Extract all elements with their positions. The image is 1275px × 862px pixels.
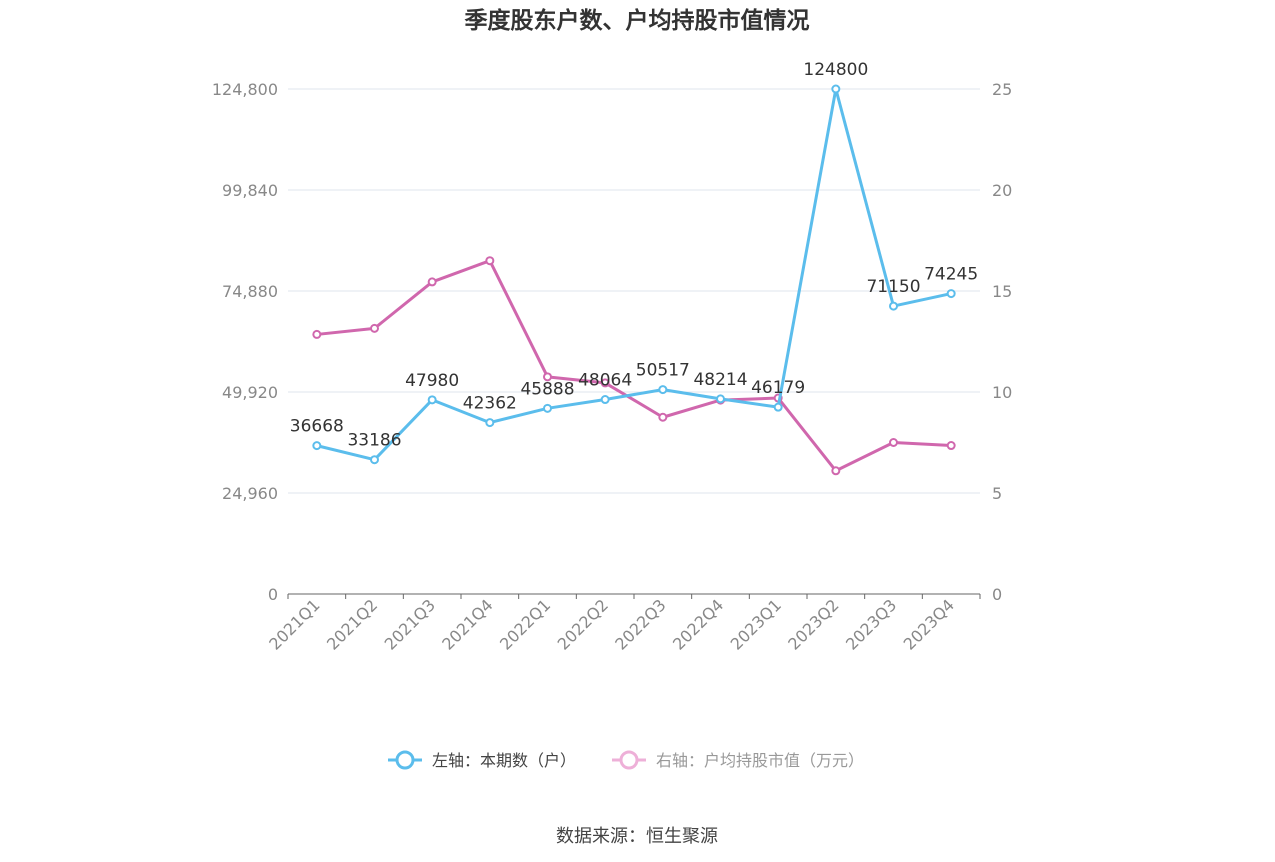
right-axis-tick-label: 20 (992, 181, 1012, 200)
avg-value-point[interactable] (889, 438, 898, 447)
holders-data-label: 48064 (578, 371, 632, 391)
right-axis-tick-label: 5 (992, 484, 1002, 503)
holders-data-label: 42362 (463, 394, 517, 414)
avg-value-point[interactable] (543, 372, 552, 382)
x-axis-tick-label: 2023Q2 (784, 595, 842, 653)
holders-point[interactable] (370, 455, 379, 465)
holders-data-label: 46179 (751, 378, 805, 398)
x-axis-tick-label: 2023Q3 (842, 595, 900, 653)
legend-right-marker (619, 750, 639, 770)
holders-data-label: 36668 (290, 417, 344, 437)
holders-data-label: 74245 (924, 265, 978, 285)
grid-lines (288, 88, 980, 494)
x-axis-tick-label: 2023Q1 (727, 595, 785, 653)
x-axis-tick-label: 2021Q4 (438, 595, 496, 653)
holders-point[interactable] (658, 385, 668, 395)
holders-point[interactable] (946, 289, 956, 299)
holders-point[interactable] (427, 395, 437, 405)
holders-data-label: 71150 (866, 277, 920, 297)
left-axis-tick-label: 24,960 (222, 484, 278, 503)
avg-value-point[interactable] (946, 441, 956, 451)
avg-value-point[interactable] (658, 412, 668, 422)
avg-value-point[interactable] (370, 323, 379, 333)
series-line-avg-value (316, 259, 952, 473)
left-axis-tick-label: 99,840 (222, 181, 278, 200)
x-axis-tick-label: 2022Q1 (496, 595, 554, 653)
holders-data-label: 48214 (693, 370, 747, 390)
left-axis-tick-label: 49,920 (222, 383, 278, 402)
legend-item-left[interactable]: 左轴：本期数（户） (388, 750, 576, 770)
avg-value-point[interactable] (485, 256, 495, 266)
holders-point[interactable] (831, 84, 841, 94)
holders-point[interactable] (312, 441, 322, 451)
left-axis-tick-label: 74,880 (222, 282, 278, 301)
right-axis-tick-label: 10 (992, 383, 1012, 402)
legend[interactable]: 左轴：本期数（户） 右轴：户均持股市值（万元） (388, 750, 864, 770)
holders-data-label: 50517 (636, 361, 690, 381)
series-line-holders (316, 87, 952, 462)
x-axis-tick-label: 2022Q2 (554, 595, 612, 653)
x-axis-tick-label: 2021Q1 (265, 595, 323, 653)
left-axis-tick-label: 124,800 (212, 80, 278, 99)
avg-value-point[interactable] (600, 378, 610, 388)
holders-data-label: 45888 (520, 379, 574, 399)
right-axis-tick-label: 0 (992, 585, 1002, 604)
holders-point[interactable] (600, 395, 610, 405)
axes: 0 0 24,960 5 49,920 10 74,880 15 99,840 20 124,800… (212, 80, 1013, 654)
holders-data-label: 47980 (405, 371, 459, 391)
x-axis-tick-label: 2021Q2 (323, 595, 381, 653)
holders-point[interactable] (485, 418, 495, 428)
left-axis-tick-label: 0 (268, 585, 278, 604)
right-axis-tick-label: 15 (992, 282, 1012, 301)
x-axis-tick-label: 2023Q4 (900, 595, 958, 653)
data-source: 数据来源：恒生聚源 (556, 826, 718, 847)
holders-point[interactable] (543, 403, 552, 413)
avg-value-point[interactable] (312, 329, 322, 339)
legend-item-right[interactable]: 右轴：户均持股市值（万元） (612, 750, 864, 770)
x-axis-tick-label: 2022Q3 (611, 595, 669, 653)
avg-value-point[interactable] (427, 277, 437, 287)
legend-right-label: 右轴：户均持股市值（万元） (656, 751, 864, 770)
legend-left-marker (395, 750, 415, 770)
avg-value-point[interactable] (831, 466, 841, 476)
holders-point[interactable] (773, 402, 783, 412)
holders-data-label: 124800 (803, 60, 868, 80)
right-axis-tick-label: 25 (992, 80, 1012, 99)
holders-point[interactable] (889, 301, 898, 311)
x-axis-tick-label: 2021Q3 (381, 595, 439, 653)
x-axis-tick-label: 2022Q4 (669, 595, 727, 653)
holders-point[interactable] (716, 394, 725, 404)
series-lines (312, 84, 956, 476)
legend-left-label: 左轴：本期数（户） (432, 751, 576, 770)
chart-title: 季度股东户数、户均持股市值情况 (465, 7, 810, 34)
holders-data-label: 33186 (347, 431, 401, 451)
